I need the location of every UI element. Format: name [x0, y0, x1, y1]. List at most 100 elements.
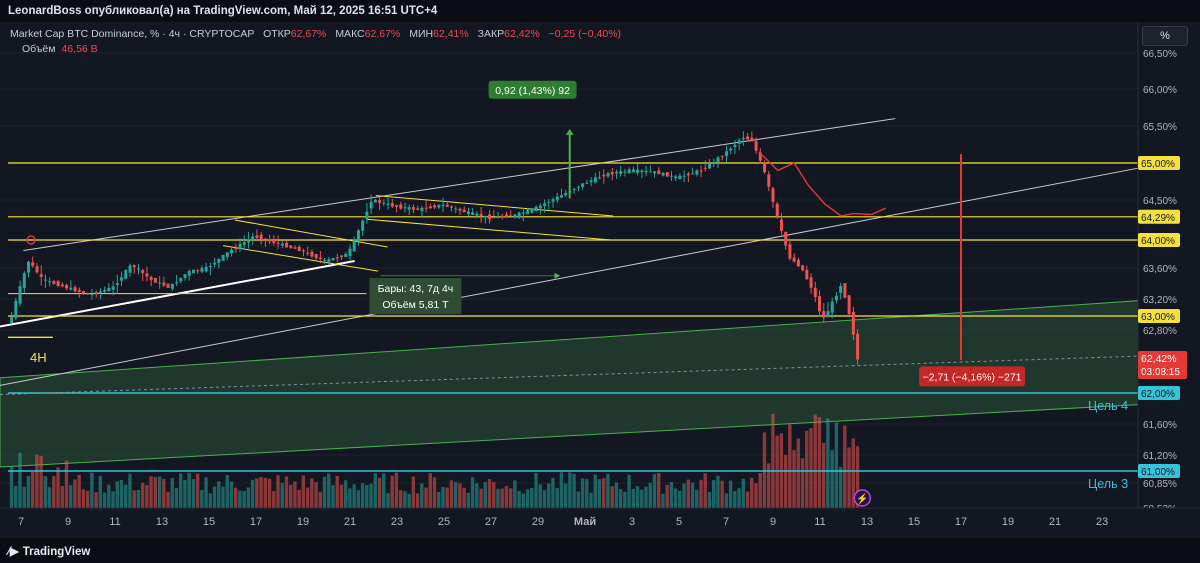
volume-bar: [652, 474, 657, 508]
candle-body: [162, 282, 166, 286]
volume-bar: [559, 472, 564, 508]
volume-bar: [826, 418, 830, 508]
volume-bar: [521, 493, 526, 508]
candle-body: [505, 214, 509, 218]
candle-body: [314, 254, 318, 259]
candle-body: [551, 199, 555, 202]
volume-bar: [77, 474, 81, 508]
candle-body: [31, 262, 35, 266]
candle-body: [767, 174, 771, 187]
time-axis[interactable]: [0, 508, 1200, 538]
volume-bar: [365, 484, 369, 508]
volume-bar: [343, 480, 348, 508]
volume-bar: [508, 488, 513, 508]
volume-bar: [157, 476, 162, 508]
candle-body: [669, 175, 673, 177]
volume-bar: [838, 467, 843, 508]
volume-bar: [618, 489, 623, 508]
volume-bar: [115, 481, 119, 508]
candle-body: [289, 245, 293, 248]
time-tick-label: 29: [532, 516, 544, 528]
volume-bar: [673, 488, 678, 508]
time-tick-label: 21: [344, 516, 356, 528]
price-tick-label: 66,00%: [1143, 85, 1177, 96]
candle-body: [183, 274, 187, 278]
candle-body: [280, 243, 284, 246]
volume-bar: [276, 475, 280, 508]
candle-body: [340, 255, 344, 257]
percent-scale-button[interactable]: %: [1142, 26, 1188, 46]
volume-bar: [386, 493, 390, 508]
volume-bar: [462, 487, 466, 508]
chart-area[interactable]: 4H 0,92 (1,43%) 92 Бары: 43, 7д 4ч Объём 5,…: [0, 22, 1200, 538]
candle-body: [661, 173, 665, 176]
volume-bar: [648, 482, 652, 508]
close-value: 62,42%: [504, 28, 540, 40]
candle-body: [450, 206, 454, 208]
candle-body: [82, 291, 86, 294]
candle-body: [602, 174, 606, 177]
flag-top: [234, 219, 388, 248]
candle-body: [708, 163, 712, 169]
price-axis[interactable]: [1138, 22, 1200, 538]
volume-bar: [766, 463, 771, 508]
volume-bar: [183, 479, 187, 508]
volume-bar: [796, 438, 800, 508]
candle-body: [208, 265, 212, 268]
volume-bar: [288, 484, 293, 508]
level-price-text: 61,00%: [1141, 467, 1175, 478]
wedge-top: [375, 195, 614, 217]
price-tick-label: 60,85%: [1143, 479, 1177, 490]
volume-bar: [602, 478, 606, 508]
candle-body: [179, 277, 183, 282]
volume-bar: [390, 475, 394, 508]
candle-body: [733, 144, 737, 148]
channel-bottom-line: [0, 167, 1139, 386]
volume-bar: [212, 486, 217, 508]
measure-up-label-bg: [488, 80, 577, 99]
candle-body: [543, 203, 547, 206]
candle-body: [124, 270, 128, 279]
candle-body: [293, 247, 297, 249]
candle-body: [170, 283, 174, 289]
volume-bar: [229, 481, 234, 508]
candle-body: [458, 208, 462, 211]
volume-bar: [318, 491, 322, 508]
volume-bar: [724, 493, 729, 508]
time-tick-label: 21: [1049, 516, 1061, 528]
volume-bar: [783, 454, 788, 508]
time-tick-label: Май: [574, 516, 596, 528]
target-3-label: Цель 3: [1088, 477, 1128, 491]
symbol-name[interactable]: Market Cap BTC Dominance, % · 4ч · CRYPT…: [10, 28, 255, 40]
volume-bar: [360, 483, 365, 508]
volume-bar: [191, 479, 196, 508]
volume-bar: [437, 491, 441, 508]
candle-body: [538, 205, 542, 209]
chart-canvas[interactable]: 4H 0,92 (1,43%) 92 Бары: 43, 7д 4ч Объём 5,…: [0, 22, 1200, 538]
time-tick-label: 3: [629, 516, 635, 528]
volume-bar: [500, 488, 504, 508]
volume-bar: [373, 473, 377, 508]
volume-bar: [792, 450, 796, 508]
volume-bar: [547, 483, 551, 508]
lightning-icon[interactable]: [853, 489, 872, 507]
volume-bar: [81, 489, 86, 508]
candle-body: [149, 276, 153, 280]
volume-bar: [166, 491, 170, 508]
volume-bar: [563, 483, 568, 508]
volume-bar: [314, 482, 318, 508]
candle-body: [703, 167, 707, 169]
volume-bar: [64, 460, 69, 508]
candle-body: [204, 266, 208, 272]
volume-bar: [606, 473, 610, 508]
volume-bar: [107, 484, 111, 508]
candle-body: [242, 242, 246, 245]
candle-body: [653, 171, 657, 174]
volume-bar: [483, 482, 487, 508]
tradingview-logo[interactable]: ⁄▶ TradingView: [8, 544, 90, 558]
candle-body: [665, 172, 669, 177]
volume-bar: [771, 413, 775, 508]
level-price-tag: [1138, 309, 1180, 323]
volume-bar: [466, 492, 471, 508]
candle-body: [729, 148, 733, 151]
